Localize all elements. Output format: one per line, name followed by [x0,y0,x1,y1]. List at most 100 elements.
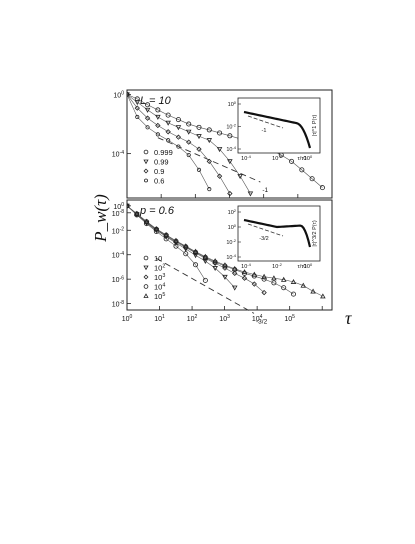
plot-area [127,91,325,197]
data-point [166,138,171,143]
data-point [271,280,277,286]
legend-marker [143,159,149,165]
legend-label: 102 [154,264,165,273]
data-point [185,129,192,135]
data-point [135,114,140,120]
y-tick-label: 10-4 [112,251,124,260]
data-point [290,291,296,297]
data-point [261,276,267,282]
reference-slope-line [156,258,255,314]
inset-y-tick-label: 100 [228,223,237,231]
inset-y-tick-label: 102 [228,208,236,216]
inset-slope-label: -1 [262,128,267,134]
data-point [175,117,181,123]
data-point [127,92,130,97]
data-point [310,288,316,294]
data-point [309,176,315,182]
data-point [261,273,267,279]
data-point [222,262,228,268]
legend-label: 105 [154,292,165,301]
data-point [202,277,208,283]
data-point [319,185,325,191]
inset-frame [237,205,321,262]
x-tick-label: 102 [187,314,198,323]
series-line [127,94,251,194]
data-point [290,278,297,284]
data-point [193,262,199,268]
legend-label: 103 [154,273,165,282]
data-point [144,115,151,121]
inset-slope-line [247,223,284,237]
data-point [173,237,179,243]
data-point [271,275,277,281]
data-point [251,271,258,277]
data-point [247,191,254,197]
legend-marker [143,149,149,155]
legend-label: 0.6 [154,177,164,186]
data-point [299,167,305,173]
legend-label: 0.9 [154,167,164,176]
data-point [206,127,212,133]
data-point [241,275,248,281]
data-point [192,248,199,254]
x-tick-label: 104 [252,314,263,323]
data-point [165,120,171,126]
y-tick-label: 100 [113,91,124,100]
data-point [155,114,161,120]
y-tick-label: 10-2 [112,226,124,235]
y-tick-label: 100 [113,202,124,211]
reference-slope-label: -3/2 [256,318,268,325]
legend-label: 0.999 [154,148,173,157]
inset-slope-line [247,115,284,129]
data-point [231,265,238,271]
data-point [206,158,212,165]
series-line [127,94,231,194]
data-point [206,138,213,144]
data-point [127,203,130,209]
data-point [155,132,160,137]
x-tick-label: 101 [154,314,165,323]
x-tick-label: 100 [122,314,133,323]
data-point [217,130,223,136]
data-point [165,129,171,135]
data-point [196,146,202,152]
data-point [134,105,140,111]
data-point [216,173,223,179]
x-axis-label: τ [345,308,352,328]
data-point [237,174,243,180]
data-point [186,152,191,158]
data-point [196,167,202,172]
series-line [127,205,324,297]
legend-marker [143,274,149,280]
data-point [241,269,248,275]
inset-y-label: |τ|^1 P(τ) [312,114,318,136]
data-point [320,293,326,299]
data-point [175,125,182,131]
inset-x-label: τ/τ0 [298,156,307,162]
data-point [143,218,150,224]
legend-marker [143,255,149,261]
legend-marker [143,168,149,174]
legend-label: 104 [154,283,165,292]
data-point [165,112,171,118]
y-tick-label: 10-4 [112,150,124,159]
data-point [176,144,181,149]
y-axis-label: P_w(τ) [91,194,110,243]
data-point [231,285,238,291]
data-point [186,121,192,127]
data-point [212,266,218,272]
inset-y-tick-label: 10-2 [226,238,236,246]
x-tick-label: 103 [219,314,230,323]
data-point [280,276,287,282]
data-point [289,158,295,164]
data-point [227,190,233,197]
data-point [216,147,223,153]
data-point [232,270,238,276]
data-point [222,274,228,280]
legend-marker [143,293,149,298]
series-line [127,94,210,190]
data-point [261,289,267,296]
